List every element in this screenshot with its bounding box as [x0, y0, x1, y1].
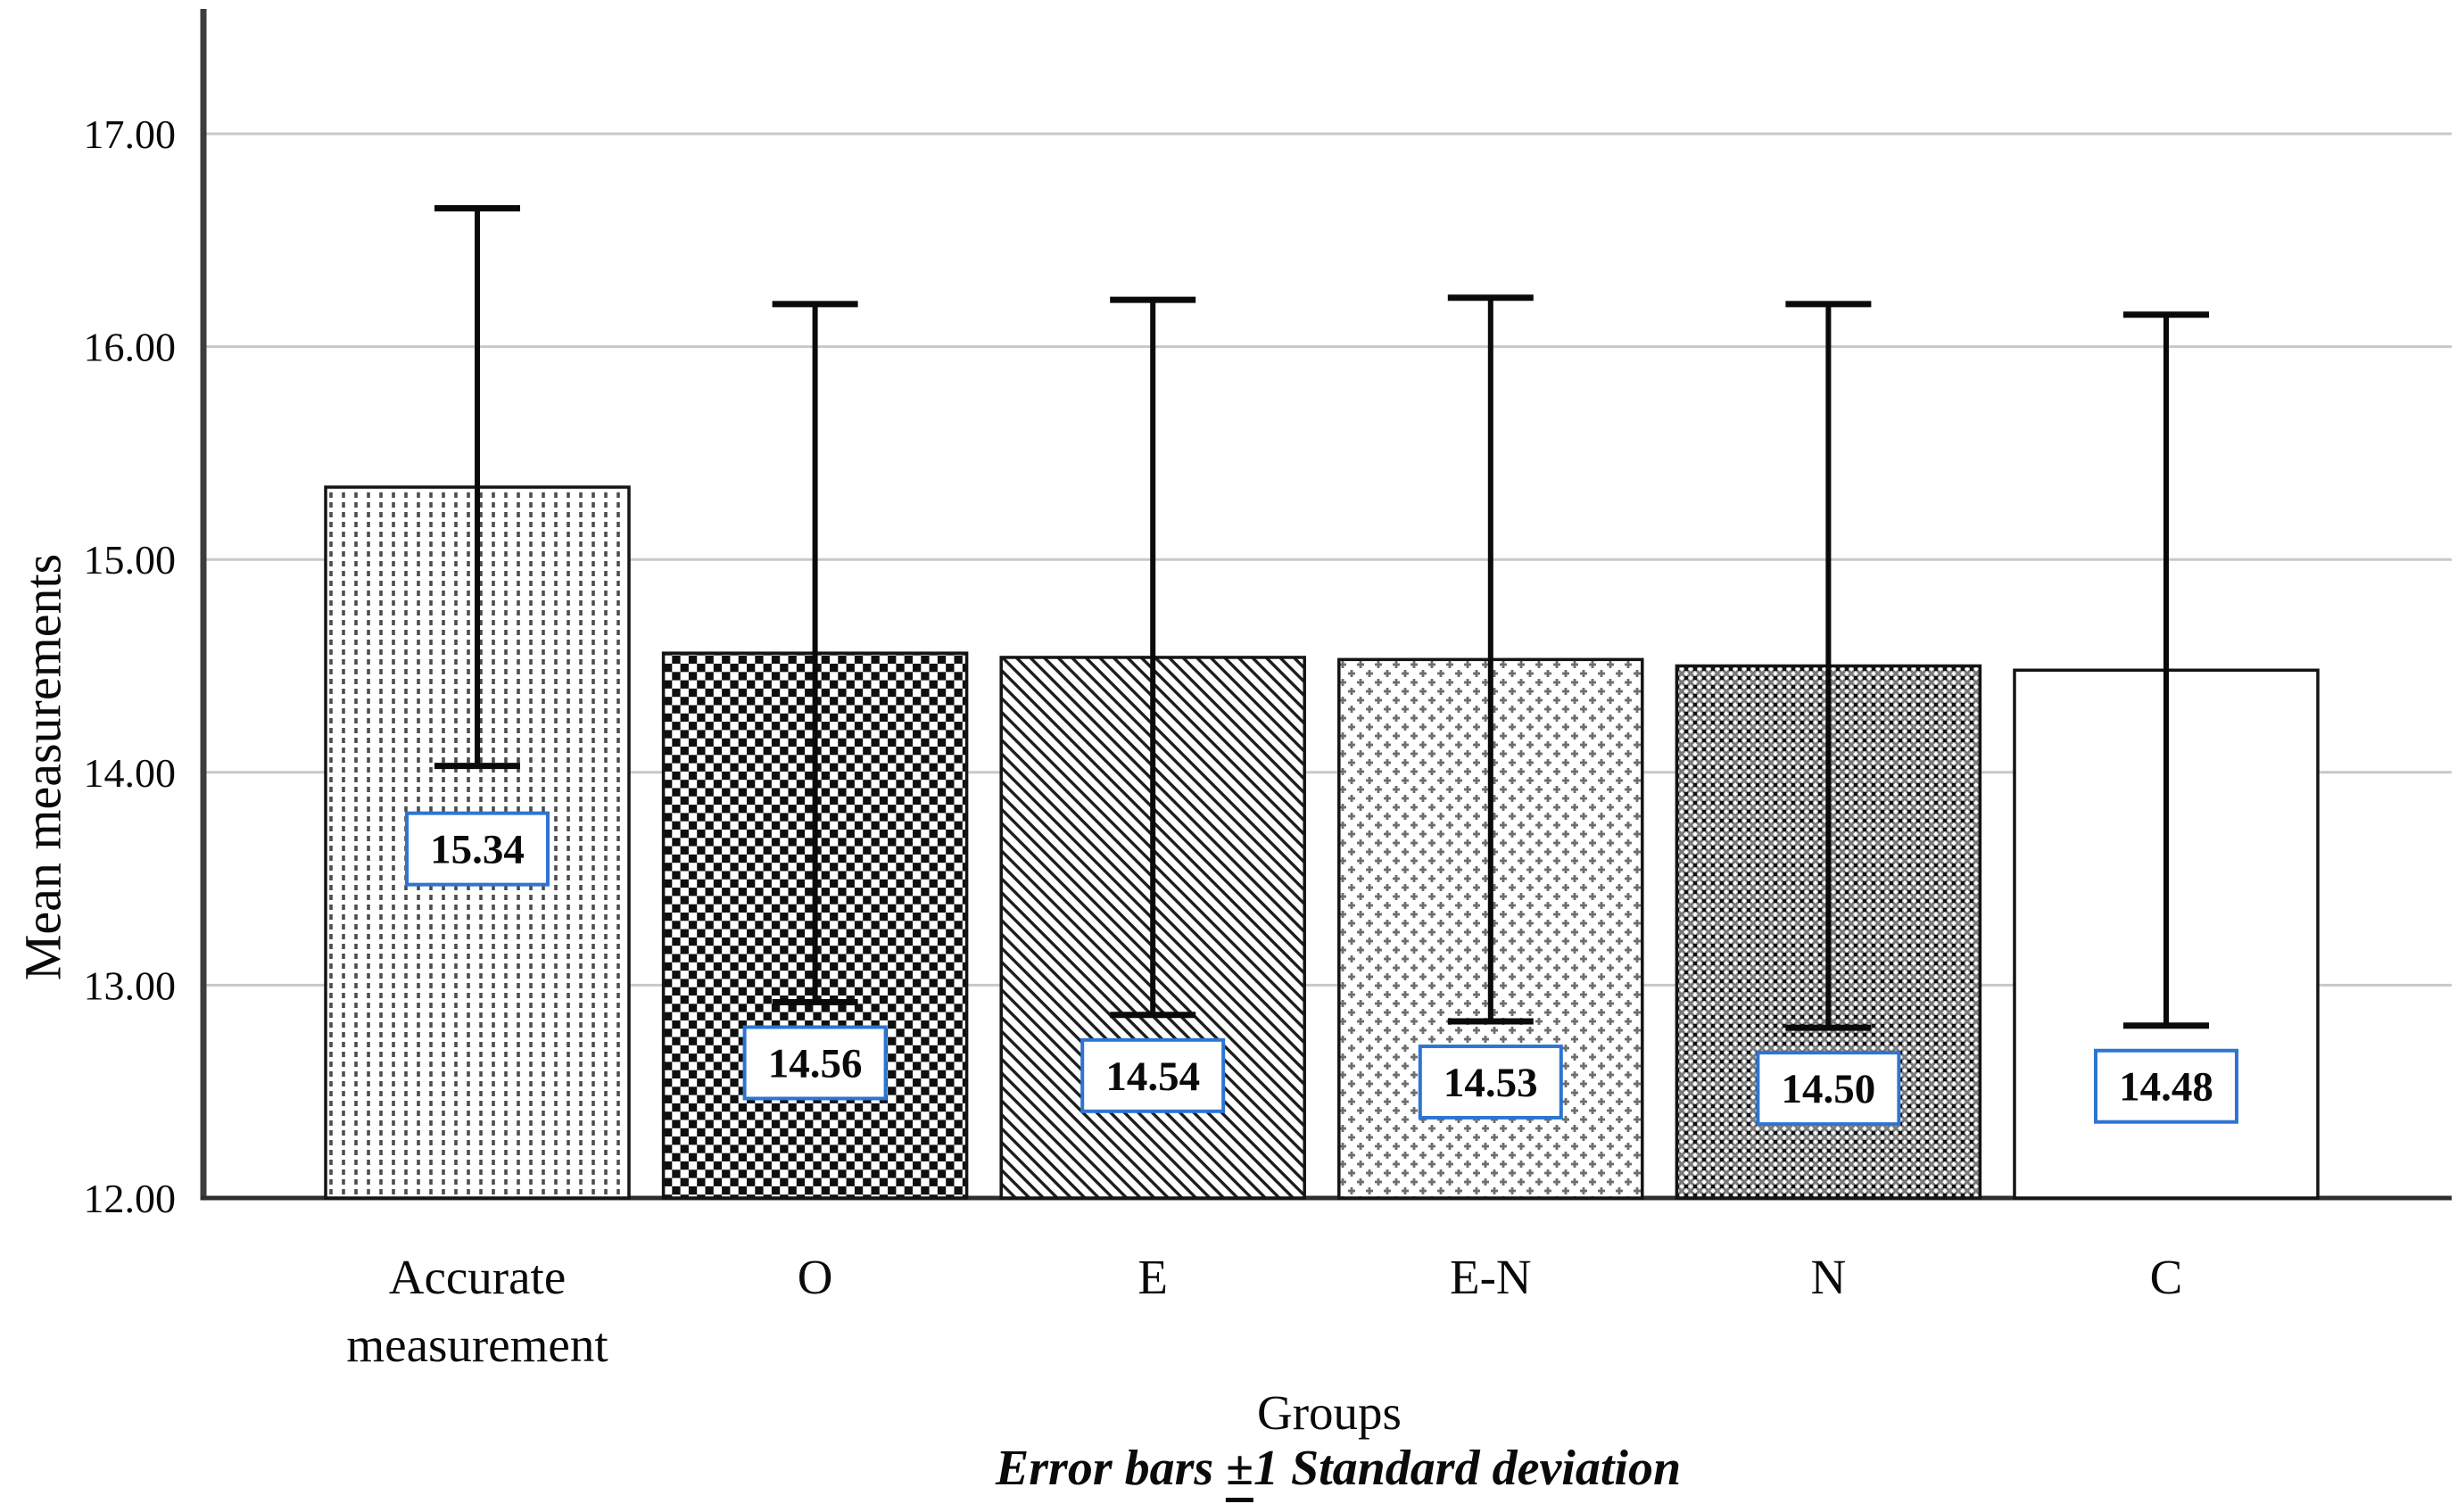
y-tick-label-17.00: 17.00 [84, 112, 177, 157]
x-tick-label-o: O [798, 1250, 833, 1304]
error-bar-accurate-measurement [434, 205, 520, 770]
value-label-accurate-measurement: 15.34 [430, 827, 525, 873]
error-bar-n [1785, 301, 1872, 1031]
value-label-c: 14.48 [2119, 1064, 2213, 1111]
y-tick-label-15.00: 15.00 [84, 537, 177, 582]
error-bar-e-n [1447, 294, 1534, 1025]
tick-labels: 12.00 13.00 14.00 15.00 16.00 17.00 Accurate me… [84, 112, 2183, 1372]
caption-suffix: Standard deviation [1278, 1441, 1682, 1496]
y-tick-label-16.00: 16.00 [84, 325, 177, 370]
value-box-n [1756, 1051, 1901, 1127]
x-tick-label-e-n: E-N [1450, 1250, 1532, 1304]
value-label-e: 14.54 [1105, 1053, 1200, 1100]
y-tick-label-14.00: 14.00 [84, 750, 177, 796]
error-bar-c [2123, 311, 2209, 1029]
x-tick-label-c: C [2150, 1250, 2183, 1304]
x-tick-label-accurate-measurement: Accurate measurement [346, 1250, 608, 1372]
x-tick-label-e: E [1138, 1250, 1168, 1304]
y-tick-label-12.00: 12.00 [84, 1176, 177, 1221]
error-bar-caption: Error bars ±1 Standard deviation [995, 1440, 1682, 1502]
caption-number: 1 [1253, 1441, 1278, 1496]
error-bars [434, 205, 2209, 1031]
plus-minus-symbol: ± [1226, 1441, 1253, 1502]
bars [324, 485, 2320, 1200]
value-labels: 15.34 14.56 14.54 14.53 14.50 14.48 [405, 811, 2238, 1127]
value-box-c [2094, 1048, 2238, 1124]
x-axis-title: Groups [1257, 1385, 1402, 1440]
value-box-accurate-measurement [405, 811, 550, 887]
y-tick-label-13.00: 13.00 [84, 963, 177, 1008]
value-box-e-n [1418, 1044, 1563, 1120]
y-axis-title: Mean measurements [13, 553, 72, 981]
value-box-o [742, 1025, 888, 1101]
caption-prefix: Error bars [995, 1441, 1227, 1496]
value-box-e [1080, 1037, 1226, 1113]
error-bar-e [1110, 296, 1196, 1019]
value-label-o: 14.56 [768, 1040, 863, 1086]
value-label-n: 14.50 [1782, 1066, 1876, 1112]
x-tick-label-n: N [1811, 1250, 1847, 1304]
value-label-e-n: 14.53 [1444, 1060, 1538, 1106]
error-bar-o [772, 301, 858, 1005]
